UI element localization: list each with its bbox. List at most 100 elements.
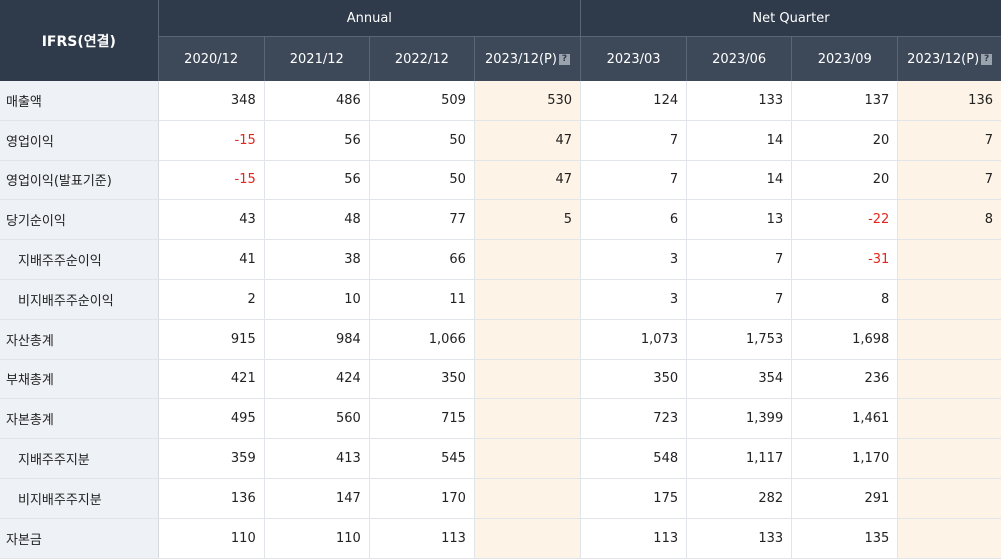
table-cell: 124 — [580, 81, 687, 121]
table-cell: 135 — [791, 518, 898, 559]
table-cell: 7 — [897, 120, 1001, 161]
table-cell: 20 — [791, 120, 898, 161]
period-header: 2023/03 — [580, 36, 687, 81]
table-cell: 1,073 — [580, 319, 687, 360]
table-cell — [897, 359, 1001, 400]
row-label: 당기순이익 — [0, 199, 159, 241]
table-cell — [897, 398, 1001, 440]
table-row: 자본금 110 110 113 113 133 135 — [0, 518, 1001, 559]
table-cell: 7 — [580, 120, 687, 161]
row-label: 비지배주주순이익 — [0, 279, 159, 320]
table-cell: 282 — [686, 478, 792, 519]
table-cell: 175 — [580, 478, 687, 519]
table-cell: -15 — [157, 120, 265, 161]
table-cell: 495 — [157, 398, 265, 440]
table-cell: 723 — [580, 398, 687, 440]
table-cell: 113 — [368, 518, 475, 559]
table-cell: 424 — [263, 359, 370, 400]
table-row: 영업이익 -15 56 50 47 7 14 20 7 — [0, 120, 1001, 161]
table-row: 비지배주주지분 136 147 170 175 282 291 — [0, 478, 1001, 519]
table-cell: 7 — [686, 279, 792, 320]
table-cell: 47 — [473, 160, 581, 201]
estimate-info-icon[interactable]: ? — [558, 53, 570, 65]
table-cell: 66 — [368, 239, 475, 280]
row-label: 지배주주순이익 — [0, 239, 159, 280]
table-cell: 1,753 — [686, 319, 792, 360]
table-cell — [897, 239, 1001, 280]
table-row: 매출액 348 486 509 530 124 133 137 136 — [0, 81, 1001, 121]
table-cell: 509 — [368, 81, 475, 121]
table-cell: 3 — [580, 239, 687, 280]
period-header: 2023/09 — [791, 36, 898, 81]
table-cell: 1,399 — [686, 398, 792, 440]
period-label: 2023/03 — [606, 51, 661, 67]
table-cell: 359 — [157, 438, 265, 479]
table-cell: 1,117 — [686, 438, 792, 479]
table-cell: 5 — [473, 199, 581, 241]
table-cell — [473, 518, 581, 559]
period-label: 2022/12 — [394, 51, 449, 67]
table-cell: 3 — [580, 279, 687, 320]
table-cell: 136 — [897, 81, 1001, 121]
table-cell: 413 — [263, 438, 370, 479]
table-cell: 530 — [473, 81, 581, 121]
table-cell: 56 — [263, 160, 370, 201]
table-cell — [473, 239, 581, 280]
table-cell: 11 — [368, 279, 475, 320]
table-cell — [897, 279, 1001, 320]
row-label: 비지배주주지분 — [0, 478, 159, 519]
table-cell: 348 — [157, 81, 265, 121]
table-cell: 38 — [263, 239, 370, 280]
table-cell: 113 — [580, 518, 687, 559]
table-row: 지배주주순이익 41 38 66 3 7 -31 — [0, 239, 1001, 280]
table-cell: 7 — [897, 160, 1001, 201]
period-label: 2021/12 — [289, 51, 344, 67]
table-row: 비지배주주순이익 2 10 11 3 7 8 — [0, 279, 1001, 320]
table-cell: 14 — [686, 160, 792, 201]
table-cell — [473, 319, 581, 360]
table-cell: 2 — [157, 279, 265, 320]
table-cell: 50 — [368, 160, 475, 201]
table-cell: 291 — [791, 478, 898, 519]
row-label: 영업이익 — [0, 120, 159, 161]
table-cell: 56 — [263, 120, 370, 161]
quarter-group-header: Net Quarter — [580, 0, 1001, 37]
table-cell: 47 — [473, 120, 581, 161]
estimate-info-icon[interactable]: ? — [981, 53, 993, 65]
table-cell: 8 — [897, 199, 1001, 241]
table-cell: 350 — [368, 359, 475, 400]
table-cell: 43 — [157, 199, 265, 241]
table-cell: 10 — [263, 279, 370, 320]
table-cell: 6 — [580, 199, 687, 241]
table-cell: 41 — [157, 239, 265, 280]
table-cell: 350 — [580, 359, 687, 400]
table-row: 부채총계 421 424 350 350 354 236 — [0, 359, 1001, 400]
table-cell — [897, 438, 1001, 479]
table-cell: 8 — [791, 279, 898, 320]
period-header: 2023/06 — [686, 36, 792, 81]
row-label: 매출액 — [0, 81, 159, 121]
table-cell: 20 — [791, 160, 898, 201]
table-row: 지배주주지분 359 413 545 548 1,117 1,170 — [0, 438, 1001, 479]
period-label: 2020/12 — [184, 51, 239, 67]
row-label: 지배주주지분 — [0, 438, 159, 479]
row-label: 영업이익(발표기준) — [0, 160, 159, 201]
table-cell: 50 — [368, 120, 475, 161]
row-label: 부채총계 — [0, 359, 159, 400]
period-label: 2023/09 — [817, 51, 872, 67]
period-label: 2023/12(P) — [907, 51, 980, 67]
period-header: 2023/12(P)? — [897, 36, 1001, 81]
table-cell: -15 — [157, 160, 265, 201]
table-cell: 421 — [157, 359, 265, 400]
table-cell: 7 — [686, 239, 792, 280]
table-cell: 236 — [791, 359, 898, 400]
table-cell: 1,461 — [791, 398, 898, 440]
table-cell: 545 — [368, 438, 475, 479]
table-cell: 984 — [263, 319, 370, 360]
table-cell: 110 — [263, 518, 370, 559]
row-label: 자본총계 — [0, 398, 159, 440]
row-label: 자본금 — [0, 518, 159, 559]
table-cell: 1,170 — [791, 438, 898, 479]
period-label: 2023/12(P) — [484, 51, 557, 67]
period-label: 2023/06 — [712, 51, 767, 67]
